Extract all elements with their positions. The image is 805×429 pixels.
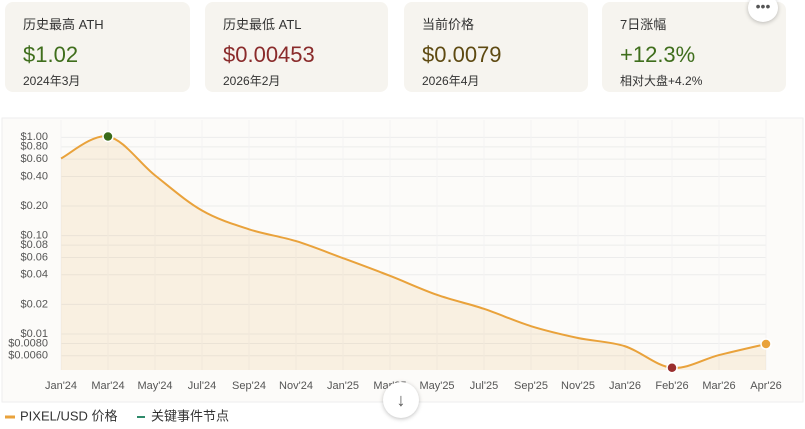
x-tick-label: Jan'26 [609,380,641,392]
y-tick-label: $1.00 [20,131,48,143]
scroll-down-button[interactable]: ↓ [383,382,419,418]
x-tick-label: Feb'26 [655,380,688,392]
y-tick-label: $0.04 [20,269,48,281]
x-tick-label: May'25 [419,380,454,392]
y-tick-label: $0.0080 [8,337,48,349]
x-tick-label: Nov'24 [279,380,313,392]
card-sub: 2026年4月 [422,74,480,88]
x-tick-label: Apr'26 [750,380,781,392]
stat-card: 历史最低 ATL $0.00453 2026年2月 [205,2,388,92]
stat-card: 当前价格 $0.0079 2026年4月 [404,2,588,92]
x-tick-label: Jul'25 [470,380,498,392]
y-tick-label: $0.10 [20,230,48,242]
y-tick-label: $0.01 [20,328,48,340]
card-label: 当前价格 [422,17,475,32]
card-label: 历史最低 ATL [223,17,302,32]
area [61,136,766,370]
x-tick-label: Sep'25 [514,380,548,392]
x-tick-label: Nov'25 [561,380,595,392]
x-tick-label: May'24 [137,380,172,392]
y-tick-label: $0.0060 [8,350,48,362]
card-sub: 2024年3月 [23,74,81,88]
y-tick-label: $0.08 [20,239,48,251]
card-value: $0.00453 [223,42,315,67]
y-tick-label: $0.60 [20,153,48,165]
x-tick-label: Mar'24 [91,380,124,392]
card-label: 7日涨幅 [620,17,667,32]
x-tick-label: Sep'24 [232,380,266,392]
event-marker [102,130,114,143]
y-tick-label: $0.40 [20,170,48,182]
card-sub: 相对大盘+4.2% [620,74,703,88]
card-label: 历史最高 ATH [23,17,104,32]
y-tick-label: $0.80 [20,141,48,153]
y-tick-label: $0.20 [20,200,48,212]
x-tick-label: Jan'24 [45,380,77,392]
event-marker [760,338,772,350]
y-tick-label: $0.06 [20,251,48,263]
card-value: $1.02 [23,42,79,67]
legend-label: 关键事件节点 [151,408,229,423]
card-value: +12.3% [620,42,696,67]
y-tick-label: $0.02 [20,298,48,310]
event-marker [666,362,678,374]
x-tick-label: Mar'26 [702,380,735,392]
stat-card: 历史最高 ATH $1.02 2024年3月 [5,2,190,92]
x-tick-label: Jan'25 [327,380,359,392]
card-value: $0.0079 [422,42,502,67]
legend-label: PIXEL/USD 价格 [20,408,118,423]
card-sub: 2026年2月 [223,74,281,88]
line [60,135,767,369]
more-button[interactable]: ••• [748,0,778,22]
x-tick-label: Jul'24 [188,380,216,392]
